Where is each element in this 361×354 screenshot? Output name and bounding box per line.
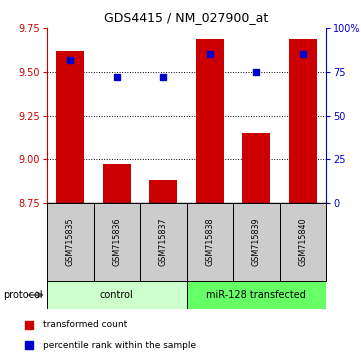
- Bar: [140, 203, 187, 281]
- Bar: [103, 165, 131, 203]
- Text: transformed count: transformed count: [43, 320, 127, 329]
- Text: GSM715837: GSM715837: [159, 218, 168, 266]
- Bar: [149, 180, 177, 203]
- Bar: [187, 203, 233, 281]
- Title: GDS4415 / NM_027900_at: GDS4415 / NM_027900_at: [104, 11, 269, 24]
- Text: control: control: [100, 290, 134, 300]
- Bar: [47, 203, 93, 281]
- Text: GSM715839: GSM715839: [252, 218, 261, 266]
- Bar: [279, 203, 326, 281]
- Text: GSM715836: GSM715836: [112, 218, 121, 266]
- Bar: [47, 281, 187, 309]
- Text: GSM715840: GSM715840: [298, 218, 307, 266]
- Text: protocol: protocol: [4, 290, 43, 300]
- Text: GSM715835: GSM715835: [66, 218, 75, 266]
- Bar: [93, 203, 140, 281]
- Bar: [242, 133, 270, 203]
- Bar: [187, 281, 326, 309]
- Bar: [289, 39, 317, 203]
- Bar: [196, 39, 224, 203]
- Text: GSM715838: GSM715838: [205, 218, 214, 266]
- Text: miR-128 transfected: miR-128 transfected: [206, 290, 306, 300]
- Bar: [233, 203, 279, 281]
- Bar: [56, 51, 84, 203]
- Text: percentile rank within the sample: percentile rank within the sample: [43, 341, 196, 349]
